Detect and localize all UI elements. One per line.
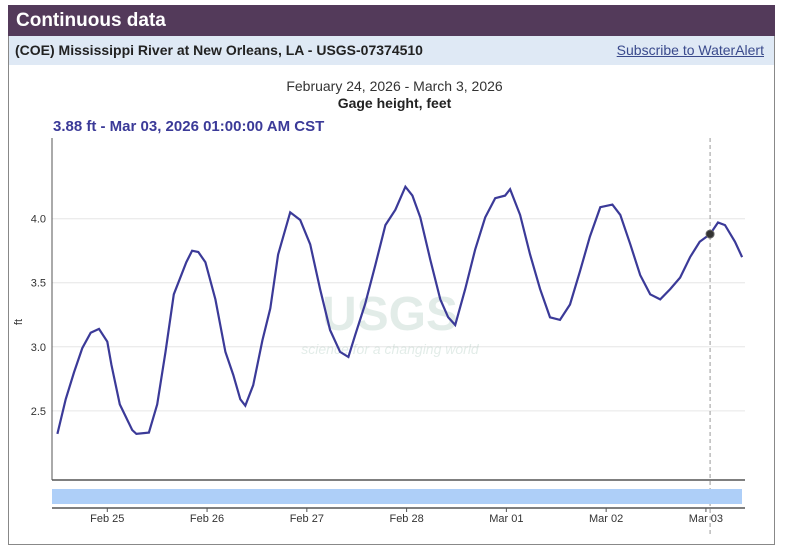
x-tick-label: Feb 25 bbox=[90, 513, 124, 525]
x-tick-label: Mar 02 bbox=[589, 513, 623, 525]
y-axis-label: ft bbox=[13, 319, 25, 325]
y-tick-label: 3.5 bbox=[31, 278, 46, 290]
x-tick-label: Feb 26 bbox=[190, 513, 224, 525]
cursor-tooltip: 3.88 ft - Mar 03, 2026 01:00:00 AM CST bbox=[53, 118, 325, 135]
x-tick-label: Feb 28 bbox=[389, 513, 423, 525]
svg-text:science for a changing world: science for a changing world bbox=[301, 341, 480, 357]
section-header: Continuous data bbox=[8, 5, 775, 36]
hydrograph-chart[interactable]: USGS science for a changing world ft 2.5… bbox=[0, 0, 789, 534]
brush-range-bar[interactable] bbox=[52, 489, 742, 504]
y-tick-label: 4.0 bbox=[31, 214, 46, 226]
x-tick-label: Feb 27 bbox=[290, 513, 324, 525]
svg-text:USGS: USGS bbox=[322, 288, 458, 341]
y-tick-label: 3.0 bbox=[31, 342, 46, 354]
x-tick-label: Mar 01 bbox=[489, 513, 523, 525]
y-tick-label: 2.5 bbox=[31, 406, 46, 418]
cursor-point bbox=[705, 229, 715, 239]
site-name: (COE) Mississippi River at New Orleans, … bbox=[15, 42, 423, 58]
x-tick-label: Mar 03 bbox=[689, 513, 723, 525]
gage-height-line bbox=[56, 184, 744, 436]
site-bar: (COE) Mississippi River at New Orleans, … bbox=[9, 36, 774, 65]
usgs-watermark: USGS science for a changing world bbox=[301, 288, 480, 357]
subscribe-waterAlert-link[interactable]: Subscribe to WaterAlert bbox=[616, 42, 764, 58]
chart-title: Gage height, feet bbox=[337, 95, 452, 111]
date-range: February 24, 2026 - March 3, 2026 bbox=[286, 78, 503, 94]
